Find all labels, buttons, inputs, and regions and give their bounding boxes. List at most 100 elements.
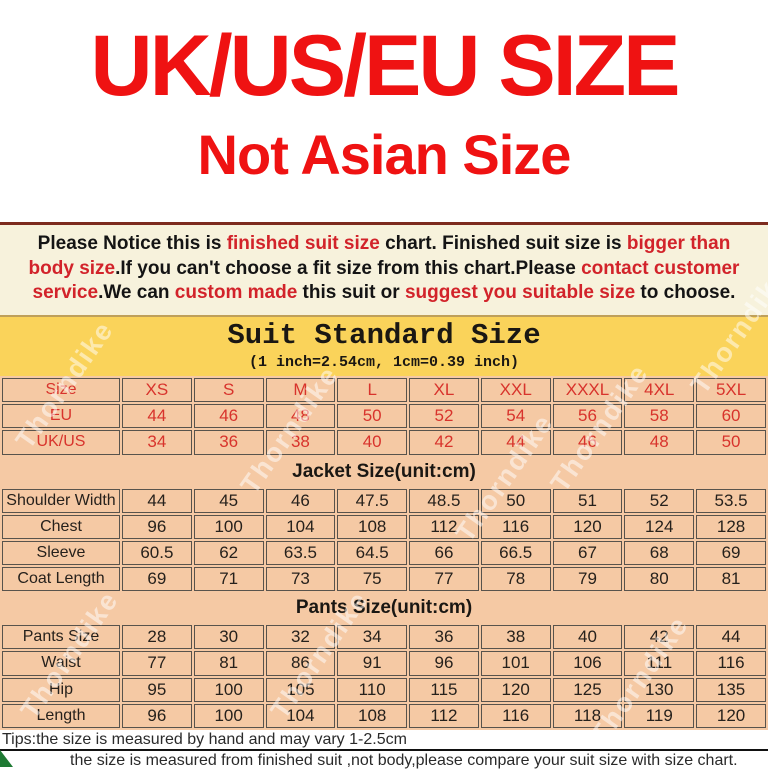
table-cell: 73 — [265, 567, 336, 592]
table-cell: 110 — [337, 677, 408, 702]
table-cell: 96 — [122, 703, 192, 728]
table-cell: 52 — [409, 404, 479, 429]
table-cell: 48.5 — [409, 488, 479, 513]
row-label: Sleeve — [2, 540, 120, 566]
table-cell: 116 — [480, 703, 551, 728]
table-cell: 32 — [265, 625, 336, 650]
row-label: Pants Size — [2, 625, 120, 650]
table-cell: 116 — [696, 651, 766, 676]
notice-text-segment: .We can — [98, 282, 175, 303]
table-cell: 100 — [193, 514, 264, 539]
table-cell: 48 — [265, 404, 336, 429]
row-label: UK/US — [2, 430, 120, 455]
table-cell: 100 — [193, 703, 264, 728]
table-cell: 54 — [480, 404, 551, 429]
table-cell: 38 — [265, 430, 336, 455]
table-cell: 111 — [624, 651, 695, 676]
table-cell: 44 — [122, 488, 192, 513]
notice-text-segment: custom made — [174, 282, 298, 303]
table-cell: 135 — [696, 677, 766, 702]
table-cell: 101 — [480, 651, 551, 676]
table-cell: 115 — [409, 677, 479, 702]
row-label: Shoulder Width — [2, 488, 120, 513]
table-cell: 48 — [624, 430, 695, 455]
table-cell: XXXL — [552, 378, 623, 403]
page-subtitle: Not Asian Size — [197, 123, 572, 186]
conversion-note: (1 inch=2.54cm, 1cm=0.39 inch) — [248, 354, 520, 371]
table-cell: 44 — [480, 430, 551, 455]
notice-text-segment: to choose. — [635, 282, 736, 303]
table-cell: 96 — [122, 514, 192, 539]
table-row: Pants Size 28 30 32 34 36 38 40 42 44 — [2, 625, 766, 650]
tips-line-1: Tips:the size is measured by hand and ma… — [0, 730, 768, 751]
table-cell: 120 — [696, 703, 766, 728]
table-cell: 34 — [337, 625, 408, 650]
row-label: Waist — [2, 651, 120, 676]
table-cell: 44 — [696, 625, 766, 650]
table-cell: 81 — [696, 567, 766, 592]
table-cell: 34 — [122, 430, 192, 455]
table-cell: 44 — [122, 404, 192, 429]
table-cell: 46 — [552, 430, 623, 455]
table-cell: 130 — [624, 677, 695, 702]
row-label: Chest — [2, 514, 120, 539]
table-cell: 60 — [696, 404, 766, 429]
table-row: Waist 77 81 86 91 96 101 106 111 116 — [2, 651, 766, 676]
notice-text-segment: finished suit size — [226, 233, 380, 254]
chart-header-band: Suit Standard Size (1 inch=2.54cm, 1cm=0… — [0, 315, 768, 376]
table-cell: 112 — [409, 703, 479, 728]
table-cell: 56 — [552, 404, 623, 429]
notice-text-segment: contact customer service — [32, 257, 740, 304]
table-cell: 38 — [480, 625, 551, 650]
notice-text-segment: .If you can't choose a fit size from thi… — [115, 257, 582, 279]
table-cell: 79 — [552, 567, 623, 592]
table-cell: 46 — [265, 488, 336, 513]
table-cell: 96 — [409, 651, 479, 676]
table-row: Hip 95 100 105 110 115 120 125 130 135 — [2, 677, 766, 702]
table-cell: 69 — [122, 567, 192, 592]
table-cell: 112 — [409, 514, 479, 539]
table-cell: 36 — [409, 625, 479, 650]
table-cell: 58 — [624, 404, 695, 429]
row-label: EU — [2, 404, 120, 429]
notice-text-segment: chart. Finished suit size is — [379, 233, 627, 254]
row-label: Size — [2, 378, 120, 403]
table-cell: XS — [122, 378, 192, 403]
table-row: EU 44 46 48 50 52 54 56 58 60 — [2, 404, 766, 429]
table-cell: 116 — [480, 514, 551, 539]
table-cell: 80 — [624, 567, 695, 592]
table-cell: 91 — [337, 651, 408, 676]
table-cell: 120 — [480, 677, 551, 702]
table-cell: 45 — [193, 488, 264, 513]
table-cell: 78 — [480, 567, 551, 592]
table-cell: 106 — [552, 651, 623, 676]
table-cell: 104 — [265, 703, 336, 728]
row-label: Hip — [2, 677, 120, 702]
table-cell: 47.5 — [337, 488, 408, 513]
table-cell: 4XL — [624, 378, 695, 403]
table-cell: 50 — [696, 430, 766, 455]
table-cell: 66 — [409, 540, 479, 566]
size-table: Size XS S M L XL XXL XXXL 4XL 5XL EU 44 46 48 50 52 54 56… — [0, 376, 768, 730]
hero-titles: UK/US/EU SIZE Not Asian Size — [0, 0, 768, 222]
table-cell: 125 — [552, 677, 623, 702]
table-cell: 63.5 — [265, 540, 336, 566]
table-cell: 104 — [265, 514, 336, 539]
table-cell: 105 — [265, 677, 336, 702]
table-cell: XXL — [480, 378, 551, 403]
table-cell: 77 — [409, 567, 479, 592]
table-cell: 5XL — [696, 378, 766, 403]
table-cell: 67 — [552, 540, 623, 566]
table-cell: 50 — [480, 488, 551, 513]
table-row: Size XS S M L XL XXL XXXL 4XL 5XL — [2, 378, 766, 403]
notice-text-segment: this suit or — [297, 282, 405, 303]
table-cell: 42 — [624, 625, 695, 650]
table-cell: 60.5 — [122, 540, 192, 566]
table-cell: 64.5 — [337, 540, 408, 566]
table-cell: XL — [409, 378, 479, 403]
table-row: UK/US 34 36 38 40 42 44 46 48 50 — [2, 430, 766, 455]
table-cell: 62 — [193, 540, 264, 566]
notice-banner: Please Notice this is finished suit size… — [0, 222, 768, 315]
notice-text-segment: suggest you suitable size — [404, 282, 636, 303]
table-cell: 120 — [552, 514, 623, 539]
